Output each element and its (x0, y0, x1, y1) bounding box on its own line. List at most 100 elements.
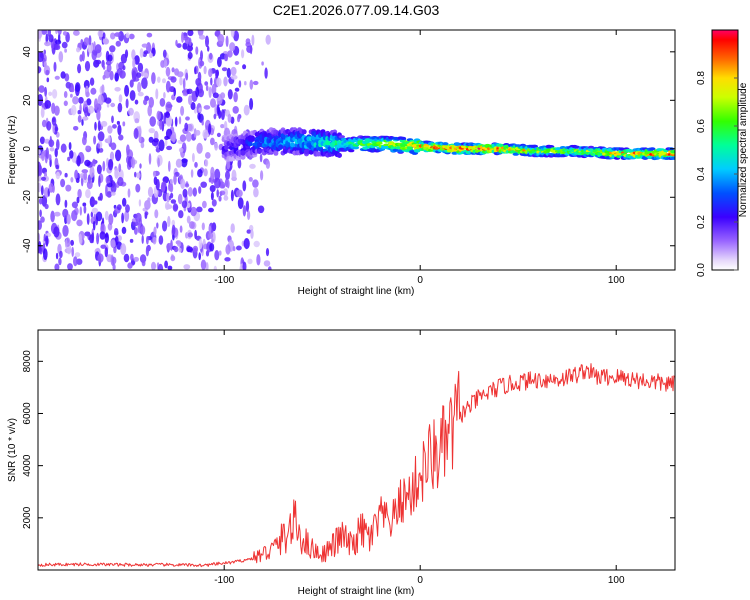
heatmap-cell (208, 225, 212, 234)
heatmap-cell (225, 244, 231, 255)
heatmap-panel: -100 0 100 -40 -20 0 20 40 Height of straight … (7, 29, 676, 297)
heatmap-cell (192, 187, 197, 197)
heatmap-cell (74, 252, 81, 258)
heatmap-cell (111, 115, 114, 124)
heatmap-cell (670, 156, 675, 160)
heatmap-cell (173, 246, 179, 253)
heatmap-cell (129, 238, 134, 243)
heatmap-cell (251, 34, 255, 46)
heatmap-cell (166, 192, 170, 203)
heatmap-cell (39, 209, 42, 218)
heatmap-cell (165, 101, 172, 113)
heatmap-cell (171, 224, 176, 236)
heatmap-cell (257, 149, 262, 154)
heatmap-cell (216, 189, 219, 198)
heatmap-cell (649, 147, 656, 151)
heatmap-cell (247, 141, 253, 147)
heatmap-cell (205, 262, 209, 270)
heatmap-cell (44, 203, 49, 210)
heatmap-cell (190, 206, 197, 217)
heatmap-cell (136, 172, 141, 179)
heatmap-cell (167, 183, 173, 192)
heatmap-cell (249, 135, 255, 141)
heatmap-cell (242, 180, 247, 192)
heatmap-cell (83, 79, 90, 90)
heatmap-cell (245, 200, 250, 213)
heatmap-cell (107, 125, 113, 134)
heatmap-cell (48, 183, 54, 193)
heatmap-cell (101, 84, 105, 94)
heatmap-cell (55, 164, 59, 170)
heatmap-cell (118, 163, 122, 173)
heatmap-cell (106, 191, 112, 198)
heatmap-cell (223, 76, 228, 87)
heatmap-cell (212, 92, 219, 99)
heatmap-cell (45, 33, 49, 44)
heatmap-cell (66, 214, 71, 225)
y-tick-label: 20 (22, 94, 33, 106)
heatmap-cell (149, 116, 156, 127)
heatmap-cell (107, 135, 111, 144)
heatmap-cell (208, 123, 212, 135)
heatmap-cell (163, 92, 166, 99)
heatmap-cell (178, 116, 182, 125)
heatmap-cell (198, 186, 202, 194)
heatmap-cell (257, 205, 265, 214)
heatmap-cell (56, 139, 60, 151)
heatmap-cell (146, 245, 151, 252)
heatmap-cell (97, 30, 105, 38)
heatmap-cell (46, 121, 52, 131)
heatmap-cell (168, 160, 171, 172)
x-tick-label: -100 (214, 575, 234, 586)
y-tick-label: 6000 (22, 402, 33, 425)
heatmap-cell (153, 138, 159, 143)
heatmap-cell (100, 120, 108, 127)
heatmap-cell (110, 32, 116, 40)
heatmap-cell (40, 107, 45, 118)
heatmap-cell (196, 206, 203, 213)
heatmap-cell (199, 60, 205, 67)
heatmap-cell (85, 145, 90, 150)
heatmap-cell (45, 69, 50, 76)
heatmap-cell (413, 149, 421, 153)
heatmap-cell (227, 113, 232, 123)
heatmap-cell (227, 50, 233, 58)
heatmap-cell (41, 30, 48, 35)
heatmap-cell (58, 257, 62, 266)
heatmap-cell (200, 259, 207, 270)
heatmap-cell (73, 256, 78, 267)
heatmap-cell (230, 189, 234, 202)
y-tick-label: 40 (22, 46, 33, 58)
heatmap-cell (178, 210, 184, 219)
heatmap-cell (171, 67, 175, 73)
heatmap-cell (208, 86, 212, 99)
heatmap-cell (232, 246, 236, 252)
heatmap-cell (85, 91, 90, 98)
heatmap-cell (71, 210, 78, 222)
heatmap-cell (40, 185, 44, 196)
heatmap-cell (143, 50, 149, 55)
y-tick-label: 2000 (22, 506, 33, 529)
heatmap-cell (129, 79, 134, 88)
heatmap-cell (79, 206, 83, 216)
heatmap-cell (244, 81, 247, 86)
heatmap-cell (121, 212, 124, 224)
heatmap-cell (173, 87, 176, 97)
heatmap-cell (249, 98, 254, 110)
heatmap-cell (136, 72, 142, 78)
heatmap-cell (185, 116, 190, 121)
heatmap-cell (238, 80, 242, 88)
heatmap-cell (38, 149, 41, 155)
heatmap-cell (115, 40, 122, 47)
heatmap-cell (237, 158, 242, 169)
heatmap-cell (220, 124, 225, 129)
heatmap-cell (122, 197, 127, 207)
heatmap-cell (627, 149, 635, 153)
heatmap-cell (178, 147, 184, 153)
heatmap-cell (44, 41, 51, 47)
heatmap-cell (64, 199, 68, 208)
heatmap-cell (182, 42, 188, 50)
heatmap-cell (130, 253, 134, 261)
heatmap-cell (187, 30, 194, 37)
heatmap-cell (133, 256, 139, 262)
